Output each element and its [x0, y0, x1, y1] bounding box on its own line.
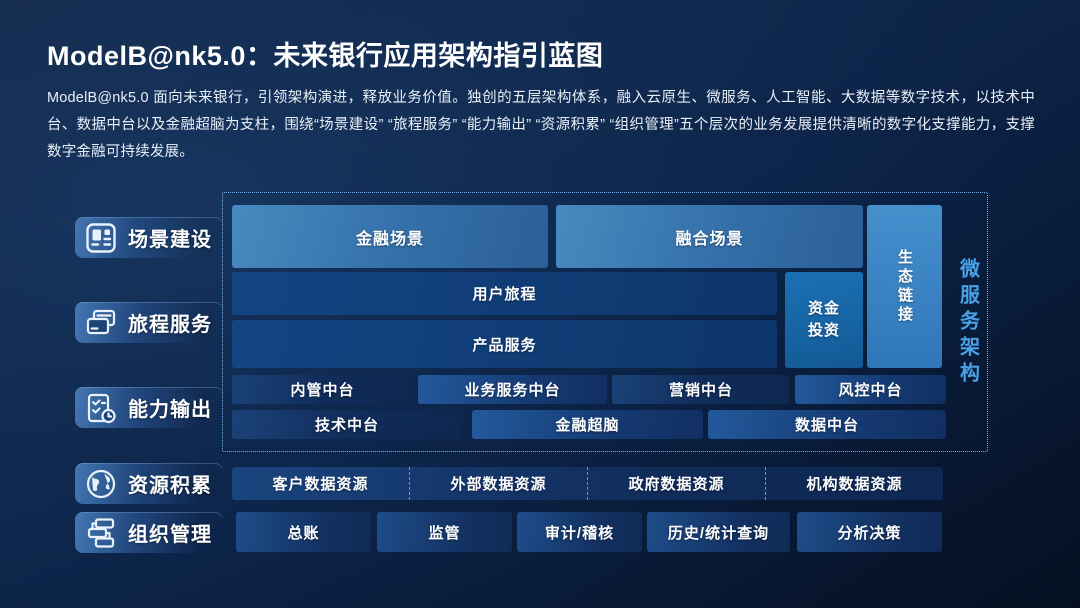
- sidebar-item-scene-building: 场景建设: [75, 217, 223, 258]
- box-supervision: 监管: [377, 512, 512, 552]
- box-internal-mgmt-platform: 内管中台: [232, 375, 413, 404]
- box-financial-scene: 金融场景: [232, 205, 548, 268]
- box-fund-investment: 资金 投资: [785, 272, 863, 368]
- box-data-platform: 数据中台: [708, 410, 946, 439]
- box-history-statistics-query: 历史/统计查询: [647, 512, 790, 552]
- sidebar-item-label: 组织管理: [128, 524, 212, 546]
- box-fusion-scene: 融合场景: [556, 205, 863, 268]
- sidebar-item-label: 旅程服务: [128, 314, 212, 336]
- box-risk-control-platform: 风控中台: [795, 375, 946, 404]
- box-tech-platform: 技术中台: [232, 410, 462, 439]
- box-product-service: 产品服务: [232, 320, 777, 368]
- cards-icon: [84, 306, 118, 340]
- sidebar-item-capability-output: 能力输出: [75, 387, 223, 428]
- box-eco-link-label: 生态链接: [896, 248, 913, 325]
- sidebar-item-label: 能力输出: [128, 399, 212, 421]
- architecture-dashed-frame: [222, 192, 988, 452]
- box-eco-link: 生态链接: [867, 205, 942, 368]
- sidebar-item-resource-accumulation: 资源积累: [75, 463, 223, 504]
- sidebar-item-organization-management: 组织管理: [75, 512, 223, 553]
- globe-icon: [84, 467, 118, 501]
- sidebar-item-label: 场景建设: [128, 229, 212, 251]
- dashboard-icon: [84, 221, 118, 255]
- segment-customer-data: 客户数据资源: [272, 476, 369, 493]
- box-audit: 审计/稽核: [517, 512, 642, 552]
- intro-paragraph: ModelB@nk5.0 面向未来银行，引领架构演进，释放业务价值。独创的五层架…: [47, 90, 1035, 160]
- page-title: ModelB@nk5.0：未来银行应用架构指引蓝图: [47, 41, 604, 71]
- box-business-service-platform: 业务服务中台: [418, 375, 607, 404]
- segment-external-data: 外部数据资源: [409, 467, 587, 500]
- box-financial-superbrain: 金融超脑: [472, 410, 703, 439]
- box-general-ledger: 总账: [236, 512, 371, 552]
- microservice-architecture-caption: 微服务架构: [956, 258, 979, 388]
- box-marketing-platform: 营销中台: [612, 375, 790, 404]
- data-resources-bar: 客户数据资源 外部数据资源 政府数据资源 机构数据资源: [232, 467, 943, 500]
- box-analysis-decision: 分析决策: [797, 512, 942, 552]
- sidebar-item-label: 资源积累: [128, 475, 212, 497]
- box-user-journey: 用户旅程: [232, 272, 777, 315]
- sidebar-item-journey-service: 旅程服务: [75, 302, 223, 343]
- checklist-clock-icon: [84, 391, 118, 425]
- segment-government-data: 政府数据资源: [587, 467, 765, 500]
- org-chart-icon: [84, 516, 118, 550]
- segment-institution-data: 机构数据资源: [765, 467, 943, 500]
